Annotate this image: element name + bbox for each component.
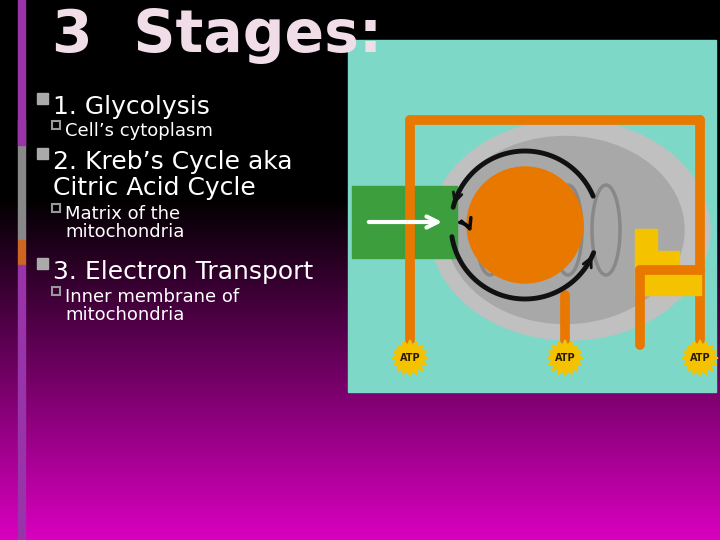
Bar (352, 186, 457, 258)
Text: mitochondria: mitochondria (65, 223, 184, 241)
Bar (52, 204, 60, 212)
Bar (37, 93, 48, 104)
Text: ATP: ATP (400, 353, 420, 363)
Ellipse shape (430, 120, 710, 340)
Text: Citric Acid Cycle: Citric Acid Cycle (53, 176, 256, 200)
Ellipse shape (446, 137, 684, 323)
Text: Matrix of the: Matrix of the (65, 205, 180, 223)
Text: 3. Electron Transport: 3. Electron Transport (53, 260, 313, 284)
Polygon shape (682, 340, 718, 376)
Bar (18, 265, 25, 540)
Polygon shape (547, 340, 583, 376)
Text: ATP: ATP (554, 353, 575, 363)
Text: 3  Stages:: 3 Stages: (52, 7, 382, 64)
Bar (52, 287, 60, 295)
Text: mitochondria: mitochondria (65, 306, 184, 324)
Bar (18, 0, 25, 145)
Polygon shape (392, 340, 428, 376)
Bar (52, 121, 60, 129)
Circle shape (467, 167, 583, 283)
Text: 2. Kreb’s Cycle aka: 2. Kreb’s Cycle aka (53, 150, 292, 174)
Bar (348, 40, 716, 392)
Polygon shape (635, 229, 701, 295)
Text: ATP: ATP (690, 353, 711, 363)
Bar (18, 240, 25, 265)
Text: Inner membrane of: Inner membrane of (65, 288, 239, 306)
Bar (0, 0, 720, 200)
Bar (18, 120, 25, 240)
Text: 1. Glycolysis: 1. Glycolysis (53, 95, 210, 119)
Bar (37, 148, 48, 159)
Bar (37, 258, 48, 269)
Text: Cell’s cytoplasm: Cell’s cytoplasm (65, 122, 213, 140)
